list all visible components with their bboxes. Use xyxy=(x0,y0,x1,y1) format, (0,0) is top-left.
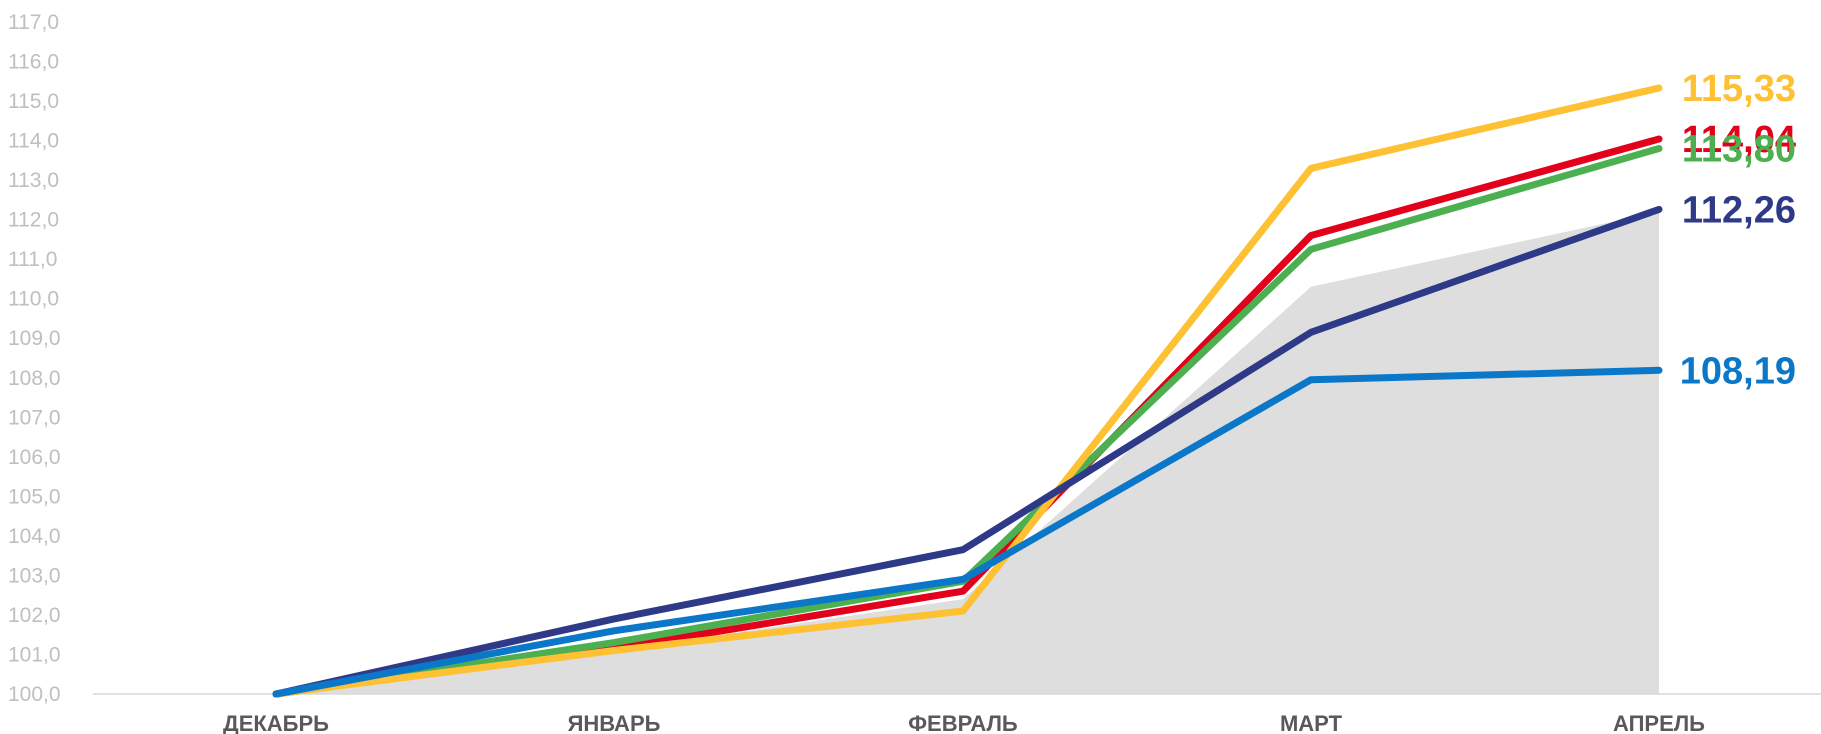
y-tick-label: 116,0 xyxy=(8,51,59,74)
series-line xyxy=(272,366,1663,698)
y-tick-label: 112,0 xyxy=(8,209,59,232)
y-tick-label: 114,0 xyxy=(8,130,59,153)
x-tick-label: ФЕВРАЛЬ xyxy=(908,711,1018,734)
y-tick-label: 111,0 xyxy=(8,248,57,271)
series-lines xyxy=(272,84,1663,698)
y-tick-label: 117,0 xyxy=(8,11,59,34)
series-line xyxy=(272,205,1663,698)
end-value-label: 112,26 xyxy=(1682,189,1796,231)
end-value-label: 114,04 xyxy=(1682,119,1796,161)
y-tick-label: 100,0 xyxy=(8,683,61,706)
end-value-label: 108,19 xyxy=(1680,350,1796,392)
y-tick-label: 113,0 xyxy=(8,169,59,192)
y-tick-label: 103,0 xyxy=(8,564,61,587)
series-line xyxy=(272,84,1663,698)
axes: 100,0 101,0 102,0 103,0 104,0 105,0 106,0 107,0… xyxy=(8,11,1821,734)
end-value-label: 113,80 xyxy=(1682,128,1796,170)
end-value-label: 115,33 xyxy=(1682,68,1796,110)
y-tick-label: 109,0 xyxy=(8,327,61,350)
y-tick-label: 110,0 xyxy=(8,288,59,311)
y-tick-label: 104,0 xyxy=(8,525,61,548)
y-tick-label: 102,0 xyxy=(8,604,61,627)
x-tick-label: МАРТ xyxy=(1280,711,1343,734)
x-tick-label: АПРЕЛЬ xyxy=(1613,711,1705,734)
x-tick-label: ДЕКАБРЬ xyxy=(223,711,329,734)
y-tick-label: 106,0 xyxy=(8,446,61,469)
y-tick-label: 108,0 xyxy=(8,367,61,390)
y-tick-label: 101,0 xyxy=(8,643,61,666)
y-tick-label: 115,0 xyxy=(8,90,59,113)
y-tick-label: 107,0 xyxy=(8,406,61,429)
y-tick-label: 105,0 xyxy=(8,485,61,508)
x-tick-label: ЯНВАРЬ xyxy=(568,711,661,734)
